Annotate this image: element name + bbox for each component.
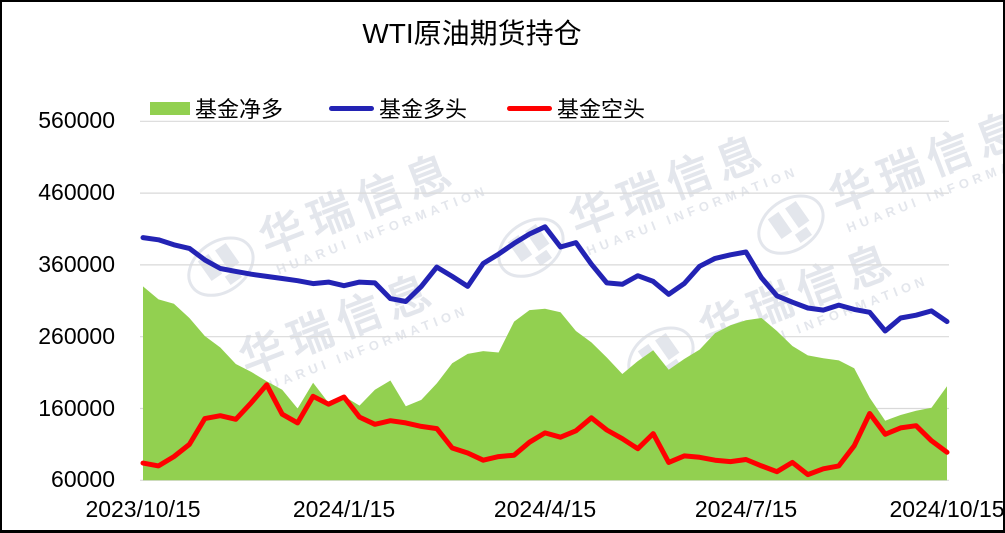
net-long-area-series — [143, 286, 947, 481]
long-line-series — [140, 224, 950, 334]
short-line-series — [140, 382, 950, 478]
